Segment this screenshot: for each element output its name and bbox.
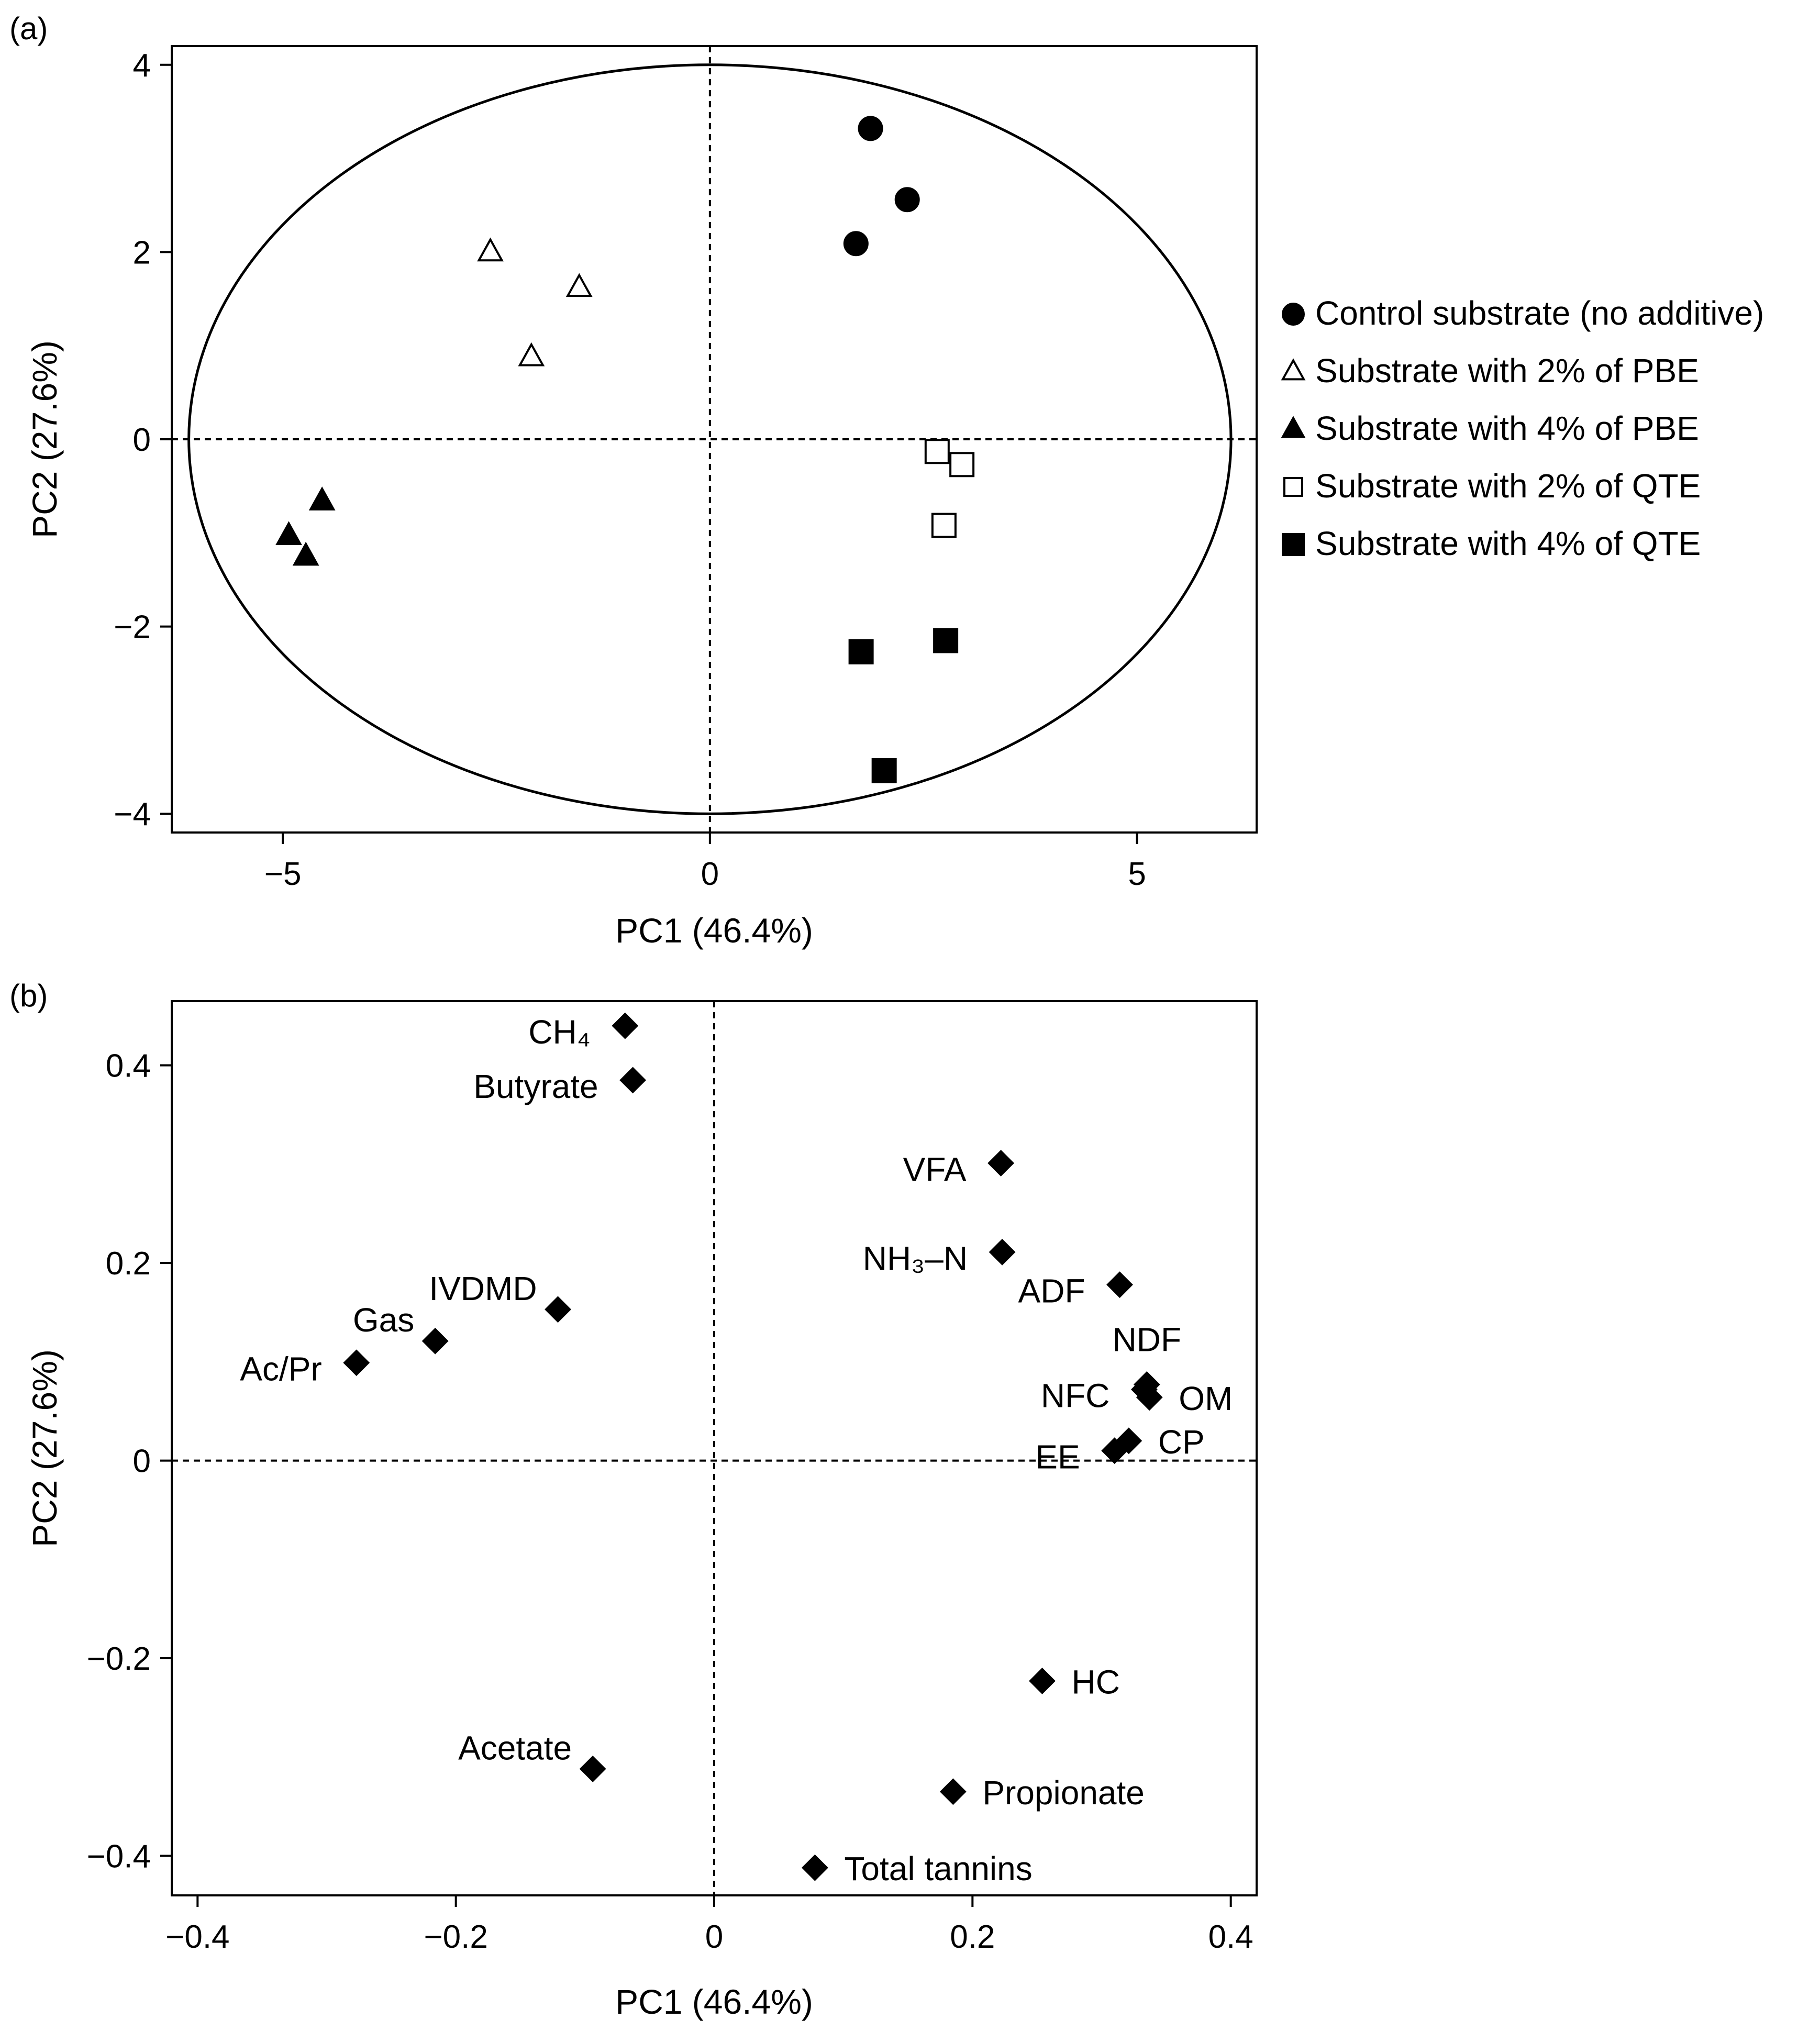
loading-point: [421, 1327, 449, 1355]
y-tick-label: 0: [133, 422, 151, 458]
x-tick-label: −5: [264, 856, 302, 892]
series-group-square-open: [924, 439, 975, 538]
panel-a-reference-lines: [172, 46, 1257, 833]
y-tick-label: −0.4: [87, 1839, 151, 1875]
legend-marker-triangle-filled: [1281, 416, 1306, 438]
panel-a-y-axis-label: PC2 (27.6%): [25, 340, 64, 538]
point-square-open: [931, 513, 957, 538]
point-triangle-filled: [292, 541, 319, 566]
point-square-filled: [933, 628, 959, 653]
panel-b-label: (b): [9, 978, 48, 1013]
y-tick-label: 2: [133, 235, 151, 271]
loading-label: EE: [1035, 1438, 1080, 1476]
x-tick-label: 0.2: [950, 1919, 995, 1955]
legend-marker-square-filled: [1282, 533, 1305, 556]
series-group-circle-filled: [843, 116, 920, 257]
x-tick-label: −0.4: [165, 1919, 229, 1955]
loading-label: NDF: [1113, 1320, 1182, 1358]
loading-label: VFA: [903, 1151, 967, 1189]
loading-point: [801, 1854, 828, 1881]
loading-point: [1029, 1668, 1056, 1694]
y-tick-label: 0.2: [106, 1246, 151, 1282]
panel-b-x-axis-label: PC1 (46.4%): [615, 1982, 813, 2021]
loading-label: Ac/Pr: [240, 1350, 321, 1388]
point-triangle-open: [518, 342, 545, 367]
series-group-triangle-filled: [275, 486, 336, 566]
y-tick-label: 0: [133, 1444, 151, 1480]
x-tick-label: −0.2: [424, 1919, 487, 1955]
legend-label: Substrate with 4% of QTE: [1315, 525, 1701, 562]
loading-label: ADF: [1018, 1272, 1085, 1310]
panel-b-reference-lines: [172, 1001, 1257, 1895]
panel-a-confidence-ellipse: [187, 63, 1233, 815]
y-tick-label: 0.4: [106, 1048, 151, 1084]
legend-marker-triangle-open: [1281, 358, 1306, 381]
loading-label: IVDMD: [429, 1270, 537, 1307]
legend-label: Substrate with 2% of QTE: [1315, 467, 1701, 505]
legend-marker-square-open: [1283, 477, 1303, 497]
legend-marker-circle-filled: [1282, 303, 1305, 326]
panel-a-x-axis-label: PC1 (46.4%): [615, 911, 813, 950]
loading-point: [1101, 1437, 1128, 1464]
y-tick-label: −0.2: [87, 1641, 151, 1677]
loading-point: [939, 1778, 967, 1805]
loading-point: [343, 1349, 370, 1377]
point-square-open: [949, 452, 975, 478]
panel-a-label: (a): [9, 11, 48, 46]
panel-a-legend: Control substrate (no additive) Substrate…: [1281, 294, 1764, 562]
x-tick-label: 0: [705, 1919, 723, 1955]
point-square-filled: [848, 639, 874, 664]
point-square-open: [924, 439, 950, 464]
loading-label: CP: [1158, 1423, 1205, 1461]
panel-a-data-points: [275, 116, 975, 783]
ellipse-outline: [187, 63, 1233, 815]
series-group-square-filled: [848, 628, 959, 783]
point-triangle-open: [477, 237, 504, 262]
point-triangle-open: [565, 273, 593, 297]
loading-point: [545, 1296, 571, 1323]
loading-label: NFC: [1041, 1377, 1110, 1415]
x-tick-label: 0: [701, 856, 719, 892]
loading-label: Acetate: [458, 1729, 572, 1767]
point-triangle-filled: [308, 486, 336, 510]
point-circle-filled: [858, 116, 883, 141]
loading-point: [612, 1012, 639, 1039]
panel-b-loading-plot: (b) −0.4 −0.2 0 0.2 0.4 −0.4 −0.2 0 0.2 0.4 CH₄ Bu…: [9, 978, 1258, 2021]
point-triangle-filled: [275, 521, 302, 546]
loading-label: Propionate: [982, 1774, 1145, 1812]
legend-label: Control substrate (no additive): [1315, 294, 1764, 332]
x-tick-label: 0.4: [1208, 1919, 1253, 1955]
loading-point: [1106, 1271, 1133, 1298]
loading-point: [987, 1150, 1015, 1177]
loading-label: HC: [1072, 1663, 1120, 1701]
y-tick-label: −4: [114, 796, 151, 833]
panel-b-y-axis-label: PC2 (27.6%): [25, 1349, 64, 1547]
point-circle-filled: [894, 187, 920, 213]
point-circle-filled: [843, 231, 869, 257]
loading-label: OM: [1179, 1380, 1233, 1417]
y-tick-label: 4: [133, 48, 151, 84]
loading-point: [579, 1756, 606, 1782]
loading-label: NH₃–N: [863, 1239, 968, 1277]
series-group-triangle-open: [477, 237, 593, 367]
loading-point: [989, 1238, 1016, 1266]
loading-point: [1136, 1384, 1163, 1411]
loading-label: CH₄: [528, 1013, 591, 1051]
panel-a-ticks: −5 0 5 −4 −2 0 2 4: [114, 48, 1146, 892]
panel-b-ticks: −0.4 −0.2 0 0.2 0.4 −0.4 −0.2 0 0.2 0.4: [87, 1048, 1253, 1955]
loading-label: Gas: [353, 1301, 414, 1339]
loading-label: Total tannins: [844, 1850, 1032, 1888]
loading-point: [619, 1067, 647, 1094]
point-square-filled: [871, 758, 897, 783]
legend-label: Substrate with 4% of PBE: [1315, 409, 1699, 447]
loading-label: Butyrate: [473, 1068, 598, 1105]
legend-label: Substrate with 2% of PBE: [1315, 352, 1699, 390]
x-tick-label: 5: [1128, 856, 1146, 892]
panel-b-data-points: CH₄ Butyrate VFA NH₃–N ADF IVDMD Gas Ac/Pr NDFNF…: [240, 1012, 1233, 1888]
y-tick-label: −2: [114, 609, 151, 646]
